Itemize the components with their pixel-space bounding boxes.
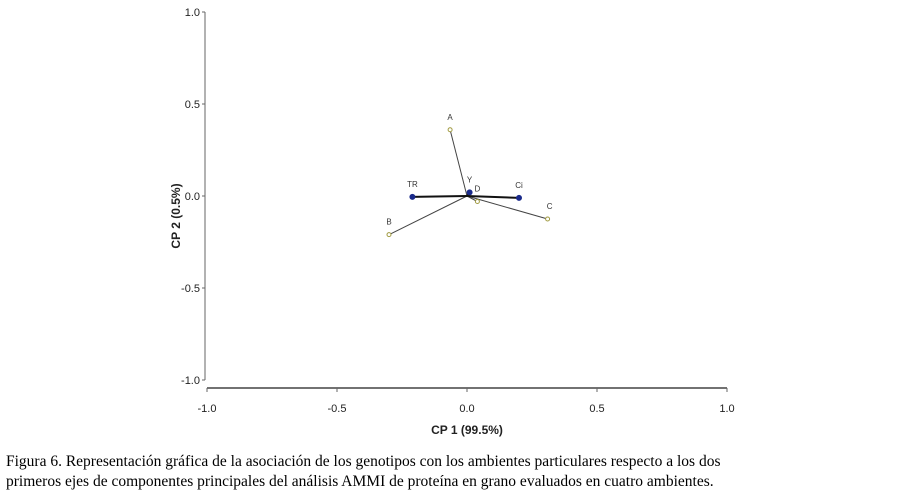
point-D [474,199,480,205]
point-label-D: D [475,185,481,194]
vector-line-Ci [466,195,520,199]
vector-line-B [388,195,468,236]
x-tick-label: 0.0 [459,403,474,415]
x-tick-label: 1.0 [719,403,734,415]
vector-line-TR [412,195,468,198]
x-tick-label: 0.5 [589,403,604,415]
y-tick-label: -0.5 [181,283,200,295]
x-tick-label: -0.5 [328,403,347,415]
y-tick-label: 0.0 [185,191,200,203]
point-label-Y: Y [467,175,473,184]
x-axis-label: CP 1 (99.5%) [431,423,503,437]
point-C [545,216,551,222]
point-label-Ci: Ci [515,181,523,190]
point-label-A: A [447,113,453,122]
figure-caption: Figura 6. Representación gráfica de la a… [6,452,903,492]
point-A [447,127,453,133]
y-axis-label: CP 2 (0.5%) [169,183,183,248]
axes: 1.0 0.5 0.0 -0.5 -1.0 -1.0 -0.5 0.0 0.5 1.0 [181,7,735,415]
point-TR [409,193,416,200]
point-label-B: B [386,218,391,227]
y-tick-label: 1.0 [185,7,200,19]
point-Ci [516,194,522,201]
x-tick-label: -1.0 [198,403,217,415]
biplot-chart: 1.0 0.5 0.0 -0.5 -1.0 -1.0 -0.5 0.0 0.5 1.0 A B C D T… [169,7,735,437]
point-label-TR: TR [407,180,418,189]
y-tick-label: 0.5 [185,99,200,111]
vector-line-C [466,195,548,220]
point-Y [466,189,473,196]
point-B [386,232,392,238]
y-tick-label: -1.0 [181,375,200,387]
vector-line-A [449,129,468,197]
marks: A B C D TR Y Ci [386,113,553,238]
caption-line-1: Figura 6. Representación gráfica de la a… [6,453,721,470]
point-label-C: C [547,202,553,211]
caption-line-2: primeros ejes de componentes principales… [6,473,714,490]
